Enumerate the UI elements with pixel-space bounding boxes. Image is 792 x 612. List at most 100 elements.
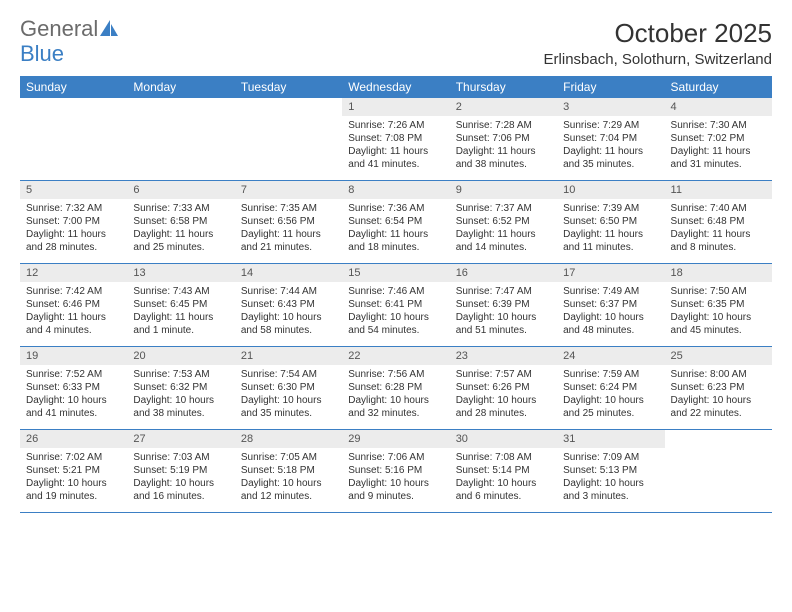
day-cell: 11Sunrise: 7:40 AMSunset: 6:48 PMDayligh… <box>665 181 772 263</box>
day-number: 12 <box>20 264 127 282</box>
day-content: Sunrise: 7:33 AMSunset: 6:58 PMDaylight:… <box>127 199 234 258</box>
day-number: 18 <box>665 264 772 282</box>
day-cell: 2Sunrise: 7:28 AMSunset: 7:06 PMDaylight… <box>450 98 557 180</box>
day-content: Sunrise: 7:32 AMSunset: 7:00 PMDaylight:… <box>20 199 127 258</box>
daylight-text: Daylight: 10 hours and 16 minutes. <box>133 477 228 503</box>
day-cell: 22Sunrise: 7:56 AMSunset: 6:28 PMDayligh… <box>342 347 449 429</box>
sunset-text: Sunset: 6:50 PM <box>563 215 658 228</box>
day-header: Tuesday <box>235 76 342 98</box>
day-cell: 25Sunrise: 8:00 AMSunset: 6:23 PMDayligh… <box>665 347 772 429</box>
week-row: 12Sunrise: 7:42 AMSunset: 6:46 PMDayligh… <box>20 264 772 347</box>
day-content: Sunrise: 7:26 AMSunset: 7:08 PMDaylight:… <box>342 116 449 175</box>
sunrise-text: Sunrise: 7:08 AM <box>456 451 551 464</box>
sunset-text: Sunset: 6:23 PM <box>671 381 766 394</box>
sunset-text: Sunset: 5:16 PM <box>348 464 443 477</box>
day-header: Saturday <box>665 76 772 98</box>
day-cell <box>20 98 127 180</box>
day-content: Sunrise: 7:52 AMSunset: 6:33 PMDaylight:… <box>20 365 127 424</box>
week-row: 19Sunrise: 7:52 AMSunset: 6:33 PMDayligh… <box>20 347 772 430</box>
sunset-text: Sunset: 5:13 PM <box>563 464 658 477</box>
day-content: Sunrise: 7:40 AMSunset: 6:48 PMDaylight:… <box>665 199 772 258</box>
day-number: 2 <box>450 98 557 116</box>
day-cell: 15Sunrise: 7:46 AMSunset: 6:41 PMDayligh… <box>342 264 449 346</box>
sunrise-text: Sunrise: 7:42 AM <box>26 285 121 298</box>
sunset-text: Sunset: 6:43 PM <box>241 298 336 311</box>
daylight-text: Daylight: 10 hours and 9 minutes. <box>348 477 443 503</box>
day-number: 16 <box>450 264 557 282</box>
day-number: 27 <box>127 430 234 448</box>
sunrise-text: Sunrise: 7:47 AM <box>456 285 551 298</box>
week-row: 5Sunrise: 7:32 AMSunset: 7:00 PMDaylight… <box>20 181 772 264</box>
day-number: 25 <box>665 347 772 365</box>
day-content: Sunrise: 7:56 AMSunset: 6:28 PMDaylight:… <box>342 365 449 424</box>
sunset-text: Sunset: 7:04 PM <box>563 132 658 145</box>
day-cell: 4Sunrise: 7:30 AMSunset: 7:02 PMDaylight… <box>665 98 772 180</box>
sunrise-text: Sunrise: 7:54 AM <box>241 368 336 381</box>
title-block: October 2025 Erlinsbach, Solothurn, Swit… <box>544 18 772 68</box>
day-cell: 3Sunrise: 7:29 AMSunset: 7:04 PMDaylight… <box>557 98 664 180</box>
day-content: Sunrise: 7:03 AMSunset: 5:19 PMDaylight:… <box>127 448 234 507</box>
day-content: Sunrise: 7:06 AMSunset: 5:16 PMDaylight:… <box>342 448 449 507</box>
day-cell: 5Sunrise: 7:32 AMSunset: 7:00 PMDaylight… <box>20 181 127 263</box>
day-number: 3 <box>557 98 664 116</box>
day-content: Sunrise: 7:50 AMSunset: 6:35 PMDaylight:… <box>665 282 772 341</box>
sunrise-text: Sunrise: 8:00 AM <box>671 368 766 381</box>
daylight-text: Daylight: 10 hours and 38 minutes. <box>133 394 228 420</box>
daylight-text: Daylight: 10 hours and 32 minutes. <box>348 394 443 420</box>
day-number: 30 <box>450 430 557 448</box>
day-number: 24 <box>557 347 664 365</box>
daylight-text: Daylight: 10 hours and 3 minutes. <box>563 477 658 503</box>
daylight-text: Daylight: 11 hours and 21 minutes. <box>241 228 336 254</box>
sunrise-text: Sunrise: 7:59 AM <box>563 368 658 381</box>
day-cell: 12Sunrise: 7:42 AMSunset: 6:46 PMDayligh… <box>20 264 127 346</box>
sunset-text: Sunset: 6:35 PM <box>671 298 766 311</box>
sunrise-text: Sunrise: 7:43 AM <box>133 285 228 298</box>
daylight-text: Daylight: 11 hours and 25 minutes. <box>133 228 228 254</box>
day-content: Sunrise: 7:08 AMSunset: 5:14 PMDaylight:… <box>450 448 557 507</box>
day-cell: 16Sunrise: 7:47 AMSunset: 6:39 PMDayligh… <box>450 264 557 346</box>
day-cell: 17Sunrise: 7:49 AMSunset: 6:37 PMDayligh… <box>557 264 664 346</box>
sunrise-text: Sunrise: 7:40 AM <box>671 202 766 215</box>
sunset-text: Sunset: 6:28 PM <box>348 381 443 394</box>
daylight-text: Daylight: 11 hours and 14 minutes. <box>456 228 551 254</box>
day-content: Sunrise: 7:35 AMSunset: 6:56 PMDaylight:… <box>235 199 342 258</box>
day-content: Sunrise: 7:09 AMSunset: 5:13 PMDaylight:… <box>557 448 664 507</box>
sunset-text: Sunset: 7:00 PM <box>26 215 121 228</box>
day-content: Sunrise: 7:28 AMSunset: 7:06 PMDaylight:… <box>450 116 557 175</box>
sunset-text: Sunset: 6:48 PM <box>671 215 766 228</box>
sunrise-text: Sunrise: 7:36 AM <box>348 202 443 215</box>
day-cell: 27Sunrise: 7:03 AMSunset: 5:19 PMDayligh… <box>127 430 234 512</box>
daylight-text: Daylight: 11 hours and 18 minutes. <box>348 228 443 254</box>
daylight-text: Daylight: 10 hours and 22 minutes. <box>671 394 766 420</box>
day-content: Sunrise: 7:44 AMSunset: 6:43 PMDaylight:… <box>235 282 342 341</box>
day-content: Sunrise: 7:36 AMSunset: 6:54 PMDaylight:… <box>342 199 449 258</box>
weeks-container: 1Sunrise: 7:26 AMSunset: 7:08 PMDaylight… <box>20 98 772 513</box>
day-content: Sunrise: 7:59 AMSunset: 6:24 PMDaylight:… <box>557 365 664 424</box>
day-cell: 18Sunrise: 7:50 AMSunset: 6:35 PMDayligh… <box>665 264 772 346</box>
day-number: 28 <box>235 430 342 448</box>
day-cell: 26Sunrise: 7:02 AMSunset: 5:21 PMDayligh… <box>20 430 127 512</box>
daylight-text: Daylight: 11 hours and 41 minutes. <box>348 145 443 171</box>
sunset-text: Sunset: 6:39 PM <box>456 298 551 311</box>
logo: General Blue <box>20 18 118 67</box>
day-number: 22 <box>342 347 449 365</box>
day-content: Sunrise: 7:37 AMSunset: 6:52 PMDaylight:… <box>450 199 557 258</box>
day-content: Sunrise: 8:00 AMSunset: 6:23 PMDaylight:… <box>665 365 772 424</box>
logo-sail-icon <box>100 20 118 41</box>
day-cell: 19Sunrise: 7:52 AMSunset: 6:33 PMDayligh… <box>20 347 127 429</box>
day-number: 29 <box>342 430 449 448</box>
logo-text-block: General Blue <box>20 18 118 67</box>
sunrise-text: Sunrise: 7:52 AM <box>26 368 121 381</box>
sunrise-text: Sunrise: 7:32 AM <box>26 202 121 215</box>
week-row: 1Sunrise: 7:26 AMSunset: 7:08 PMDaylight… <box>20 98 772 181</box>
day-cell: 14Sunrise: 7:44 AMSunset: 6:43 PMDayligh… <box>235 264 342 346</box>
day-number: 7 <box>235 181 342 199</box>
sunset-text: Sunset: 5:18 PM <box>241 464 336 477</box>
day-number: 9 <box>450 181 557 199</box>
day-cell <box>235 98 342 180</box>
day-content <box>20 116 127 123</box>
day-cell: 24Sunrise: 7:59 AMSunset: 6:24 PMDayligh… <box>557 347 664 429</box>
page-title: October 2025 <box>544 18 772 49</box>
day-content: Sunrise: 7:47 AMSunset: 6:39 PMDaylight:… <box>450 282 557 341</box>
day-cell: 6Sunrise: 7:33 AMSunset: 6:58 PMDaylight… <box>127 181 234 263</box>
